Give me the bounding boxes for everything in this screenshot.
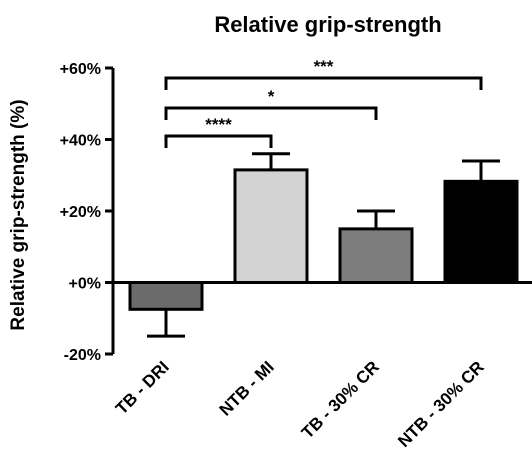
y-tick-label: +0% (69, 276, 101, 293)
y-tick-label: -20% (64, 347, 101, 364)
significance-bracket (164, 134, 273, 148)
chart-title: Relative grip-strength (214, 12, 441, 37)
bar (128, 281, 204, 311)
category-label: TB - DRI (112, 357, 173, 418)
y-tick-label: +40% (60, 133, 101, 150)
significance-label: *** (314, 57, 334, 76)
plot-area: -20% +0% +20% +40% +60% TB - DRI NTB - MI TB - … (60, 57, 532, 451)
category-label: TB - 30% CR (298, 357, 383, 442)
significance-label: * (268, 87, 275, 106)
y-tick-label: +20% (60, 204, 101, 221)
y-tick-label: +60% (60, 61, 101, 78)
category-label: NTB - 30% CR (394, 357, 488, 451)
bar (233, 168, 309, 284)
significance-bracket (164, 76, 483, 90)
bar (338, 227, 414, 284)
bar (443, 179, 519, 284)
category-label: NTB - MI (216, 357, 278, 419)
significance-label: **** (205, 115, 232, 134)
y-axis-label: Relative grip-strength (%) (8, 99, 29, 330)
significance-bracket (164, 106, 378, 120)
